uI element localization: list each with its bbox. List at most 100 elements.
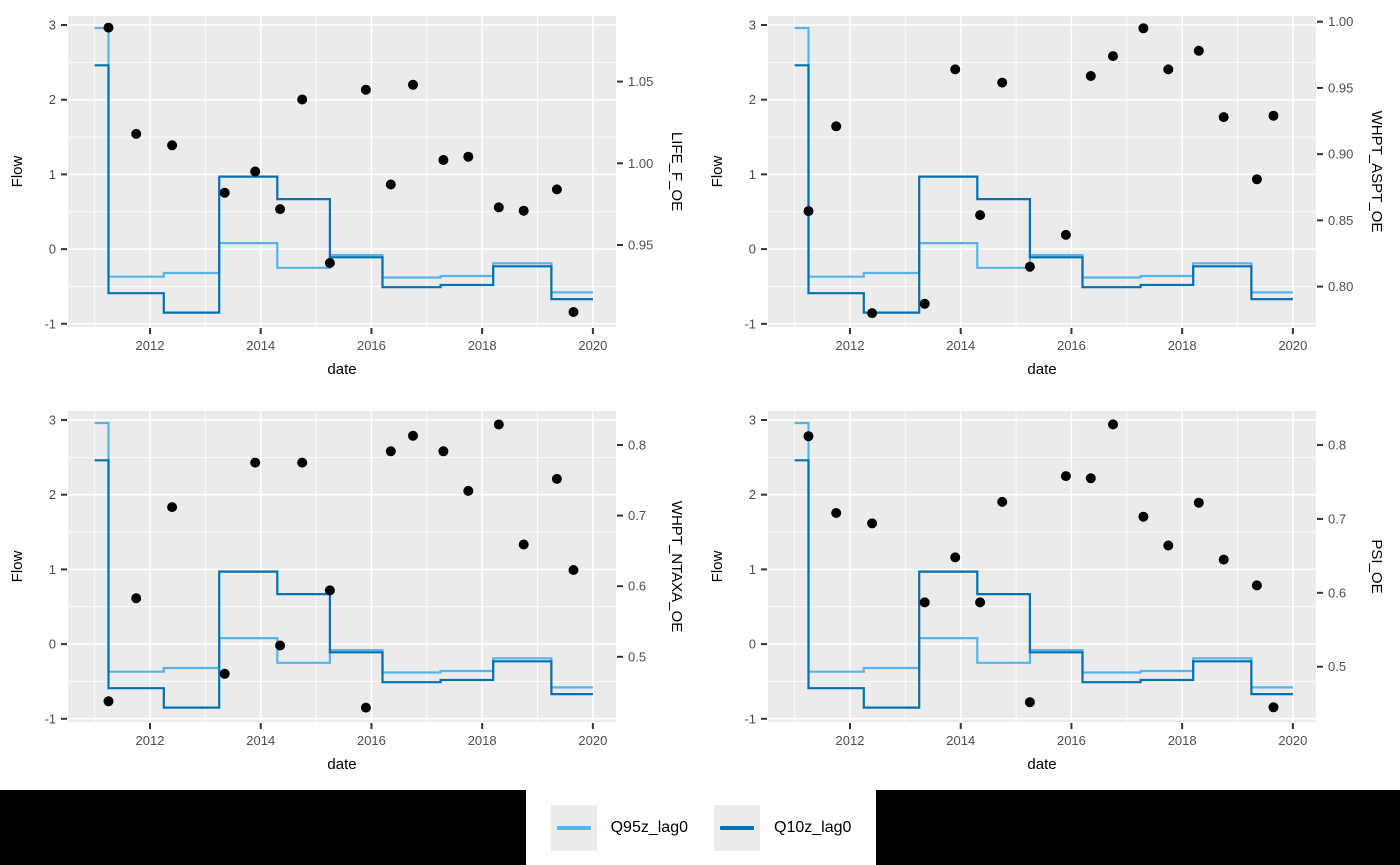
data-point [831, 508, 842, 518]
svg-text:0.5: 0.5 [1328, 659, 1346, 674]
svg-text:2014: 2014 [946, 338, 975, 353]
data-point [831, 121, 842, 132]
svg-text:0: 0 [49, 242, 56, 257]
svg-text:0.6: 0.6 [1328, 585, 1346, 600]
data-point [297, 457, 308, 468]
axis-ticks [761, 20, 1323, 334]
data-point [803, 431, 814, 442]
legend-key-q95z [550, 804, 597, 851]
data-point [950, 552, 961, 563]
gridlines [68, 411, 616, 722]
axis-ticks [61, 419, 623, 729]
svg-text:2020: 2020 [578, 338, 607, 353]
svg-text:2020: 2020 [1278, 338, 1307, 353]
svg-text:2016: 2016 [1057, 338, 1086, 353]
svg-text:1.00: 1.00 [628, 156, 653, 171]
data-point [167, 502, 178, 513]
svg-text:2014: 2014 [946, 733, 975, 748]
data-point [867, 308, 878, 319]
svg-text:0: 0 [749, 637, 756, 652]
gridlines [68, 16, 616, 327]
legend: Q95z_lag0 Q10z_lag0 [526, 790, 876, 865]
svg-text:2012: 2012 [836, 338, 865, 353]
data-point [1024, 261, 1035, 272]
data-point [385, 446, 396, 457]
data-point [1085, 473, 1096, 484]
svg-text:2: 2 [749, 92, 756, 107]
svg-text:2014: 2014 [246, 338, 275, 353]
data-point [408, 430, 418, 441]
flow-axis-title: Flow [709, 550, 726, 582]
data-point [493, 419, 504, 430]
svg-text:2012: 2012 [136, 338, 165, 353]
data-point [1163, 540, 1174, 551]
data-point [103, 22, 114, 33]
svg-text:2: 2 [749, 487, 756, 502]
axis-labels: -1 0 1 2 3 2012 2014 2016 2018 2020 0.5 0.6 0.7 0.8 [44, 413, 646, 749]
svg-text:-1: -1 [744, 316, 756, 331]
plot-panel [68, 411, 616, 722]
svg-text:0.7: 0.7 [628, 508, 646, 523]
svg-text:0.80: 0.80 [1328, 279, 1353, 294]
data-point [275, 640, 286, 651]
data-point [360, 702, 371, 713]
svg-text:-1: -1 [44, 316, 56, 331]
data-point [250, 166, 261, 177]
data-point [518, 539, 529, 550]
data-point [463, 151, 474, 162]
legend-label-q95z: Q95z_lag0 [610, 818, 688, 836]
q10z_lag0-step-line [794, 459, 1293, 709]
svg-text:0.8: 0.8 [1328, 438, 1346, 453]
data-point [360, 84, 371, 95]
scatter-points [103, 419, 579, 713]
chart-panel-whpt-aspt-oe: -1 0 1 2 3 2012 2014 2016 2018 2020 0.80 0.85 0.90 0.… [700, 0, 1400, 395]
data-point [1193, 45, 1204, 56]
svg-text:2018: 2018 [468, 733, 497, 748]
data-point [518, 205, 529, 216]
data-point [867, 518, 878, 529]
svg-text:0.5: 0.5 [628, 649, 646, 664]
q10z_lag0-step-line [94, 459, 593, 709]
chart-panel-whpt-ntaxa-oe: -1 0 1 2 3 2012 2014 2016 2018 2020 0.5 0.6 0.7 0.8 Fl… [0, 395, 700, 790]
axis-labels: -1 0 1 2 3 2012 2014 2016 2018 2020 0.80 0.85 0.90 0.… [744, 14, 1353, 353]
chart-svg-whpt_aspt_oe: -1 0 1 2 3 2012 2014 2016 2018 2020 0.80 0.85 0.90 0.… [709, 14, 1385, 378]
svg-text:0.6: 0.6 [628, 579, 646, 594]
axis-ticks [61, 24, 623, 334]
plot-panel [768, 411, 1316, 722]
svg-text:3: 3 [49, 413, 56, 428]
bottom-bar: Q95z_lag0 Q10z_lag0 [0, 790, 1400, 865]
plot-panel [768, 16, 1316, 327]
svg-text:2016: 2016 [357, 733, 386, 748]
data-point [324, 585, 335, 596]
data-point [919, 597, 930, 608]
q10z_lag0-step-line [94, 64, 593, 314]
data-point [997, 77, 1008, 88]
date-axis-title: date [1027, 756, 1056, 773]
data-point [1251, 580, 1262, 591]
scatter-points [103, 22, 579, 317]
svg-text:0: 0 [49, 637, 56, 652]
svg-text:2020: 2020 [1278, 733, 1307, 748]
svg-text:0.7: 0.7 [1328, 511, 1346, 526]
svg-text:2: 2 [49, 92, 56, 107]
svg-text:0.85: 0.85 [1328, 213, 1353, 228]
svg-text:0.90: 0.90 [1328, 147, 1353, 162]
date-axis-title: date [1027, 361, 1056, 378]
legend-entry-q95z: Q95z_lag0 [550, 804, 688, 851]
plot-panel [68, 16, 616, 327]
svg-text:-1: -1 [744, 711, 756, 726]
scatter-points [803, 419, 1279, 713]
svg-text:-1: -1 [44, 711, 56, 726]
data-point [975, 597, 986, 608]
data-point [1251, 174, 1262, 185]
svg-text:2016: 2016 [357, 338, 386, 353]
data-point [1268, 110, 1279, 121]
svg-text:0.95: 0.95 [1328, 80, 1353, 95]
svg-text:0.95: 0.95 [628, 238, 653, 253]
data-point [568, 565, 579, 575]
data-point [1060, 471, 1071, 482]
chart-svg-life_f_oe: -1 0 1 2 3 2012 2014 2016 2018 2020 0.95 1.00 1.05 Fl… [9, 16, 685, 378]
svg-text:1.00: 1.00 [1328, 14, 1353, 29]
svg-text:0: 0 [749, 242, 756, 257]
